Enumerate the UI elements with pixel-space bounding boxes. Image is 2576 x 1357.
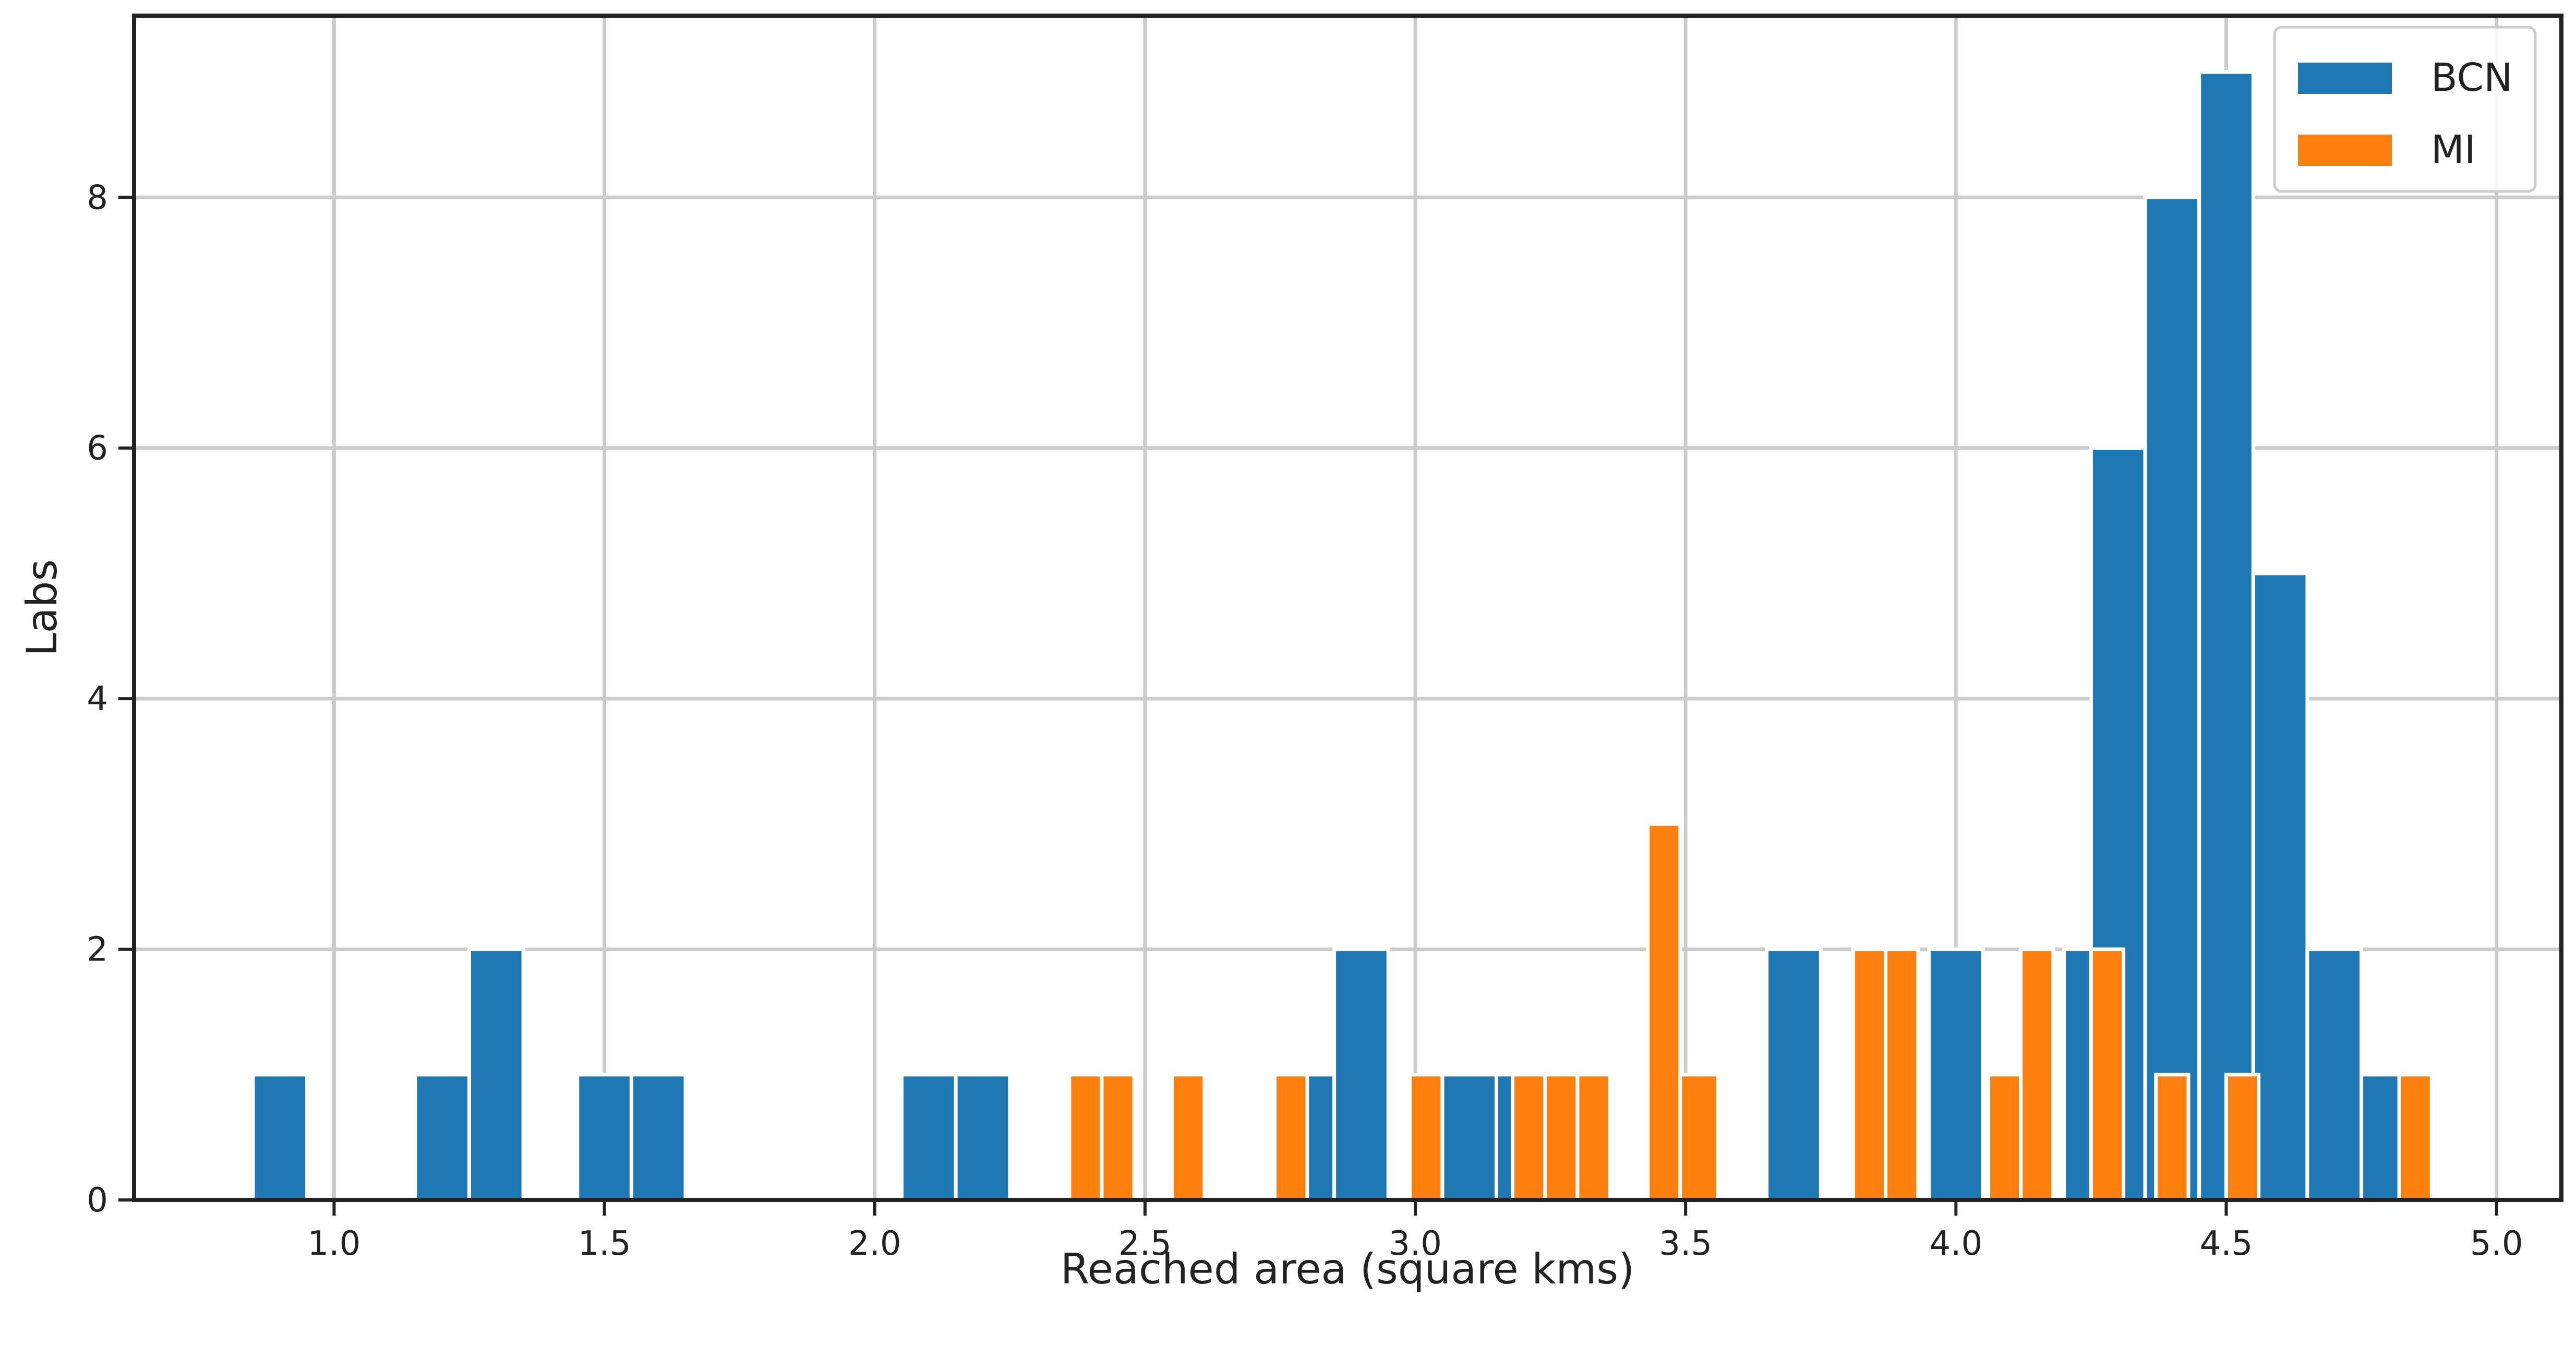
bar-bcn xyxy=(251,1073,309,1202)
legend-swatch-mi xyxy=(2298,135,2392,166)
bar-bcn xyxy=(1332,947,1390,1202)
x-tick-label: 2.0 xyxy=(848,1224,901,1263)
x-tick-label: 5.0 xyxy=(2470,1224,2523,1263)
bar-mi xyxy=(1511,1073,1547,1202)
bar-mi xyxy=(1067,1073,1104,1202)
legend-label-mi: MI xyxy=(2431,127,2476,172)
x-tick-label: 1.5 xyxy=(578,1224,631,1263)
x-tick-label: 1.0 xyxy=(308,1224,361,1263)
y-tick-label: 6 xyxy=(87,429,108,468)
bar-bcn xyxy=(900,1073,958,1202)
x-tick-label: 4.0 xyxy=(1929,1224,1982,1263)
bar-bcn xyxy=(2305,947,2364,1202)
bar-mi xyxy=(2154,1073,2190,1202)
bar-mi xyxy=(1408,1073,1445,1202)
legend-swatch-bcn xyxy=(2298,63,2392,94)
y-tick-label: 0 xyxy=(87,1181,108,1220)
bar-bcn xyxy=(575,1073,633,1202)
x-axis-label: Reached area (square kms) xyxy=(1061,1245,1635,1293)
bar-mi xyxy=(2397,1073,2434,1202)
x-tick-label: 3.0 xyxy=(1389,1224,1442,1263)
bar-bcn xyxy=(629,1073,688,1202)
y-axis-ticks: 0 2 4 6 8 xyxy=(87,178,134,1220)
bar-mi xyxy=(1543,1073,1580,1202)
bar-mi xyxy=(1884,947,1920,1202)
bar-mi xyxy=(1987,1073,2023,1202)
bar-bcn xyxy=(1927,947,1985,1202)
bar-mi xyxy=(1100,1073,1136,1202)
bar-mi xyxy=(1575,1073,1612,1202)
bar-bcn xyxy=(2197,70,2255,1202)
bar-bcn xyxy=(413,1073,472,1202)
x-axis-ticks: 1.0 1.5 2.0 2.5 3.0 3.5 4.0 4.5 5.0 xyxy=(308,1200,2523,1263)
plot-frame xyxy=(132,14,2563,1202)
y-tick-label: 8 xyxy=(87,178,108,217)
x-tick-label: 4.5 xyxy=(2200,1224,2253,1263)
series-mi-bars xyxy=(1067,822,2434,1202)
x-tick-label: 3.5 xyxy=(1659,1224,1712,1263)
bar-bcn xyxy=(2251,571,2309,1202)
bar-bcn xyxy=(2062,947,2093,1202)
bar-bcn xyxy=(1765,947,1823,1202)
bar-mi xyxy=(2089,947,2126,1202)
bar-bcn xyxy=(954,1073,1012,1202)
bar-mi xyxy=(2224,1073,2261,1202)
y-tick-label: 4 xyxy=(87,680,108,718)
legend-box xyxy=(2273,26,2537,193)
bar-bcn xyxy=(1440,1073,1498,1202)
bar-bcn xyxy=(2143,195,2201,1202)
bar-mi xyxy=(1646,822,1682,1202)
bar-mi xyxy=(1678,1073,1720,1202)
x-tick-label: 2.5 xyxy=(1118,1224,1172,1263)
legend: BCN MI xyxy=(2273,26,2537,193)
bar-mi xyxy=(1273,1073,1309,1202)
bar-mi xyxy=(2019,947,2055,1202)
y-axis-label: Labs xyxy=(18,559,66,656)
y-tick-label: 2 xyxy=(87,931,108,969)
bar-mi xyxy=(1170,1073,1207,1202)
bar-bcn xyxy=(467,947,525,1202)
bar-mi xyxy=(1851,947,1888,1202)
legend-label-bcn: BCN xyxy=(2431,55,2513,100)
